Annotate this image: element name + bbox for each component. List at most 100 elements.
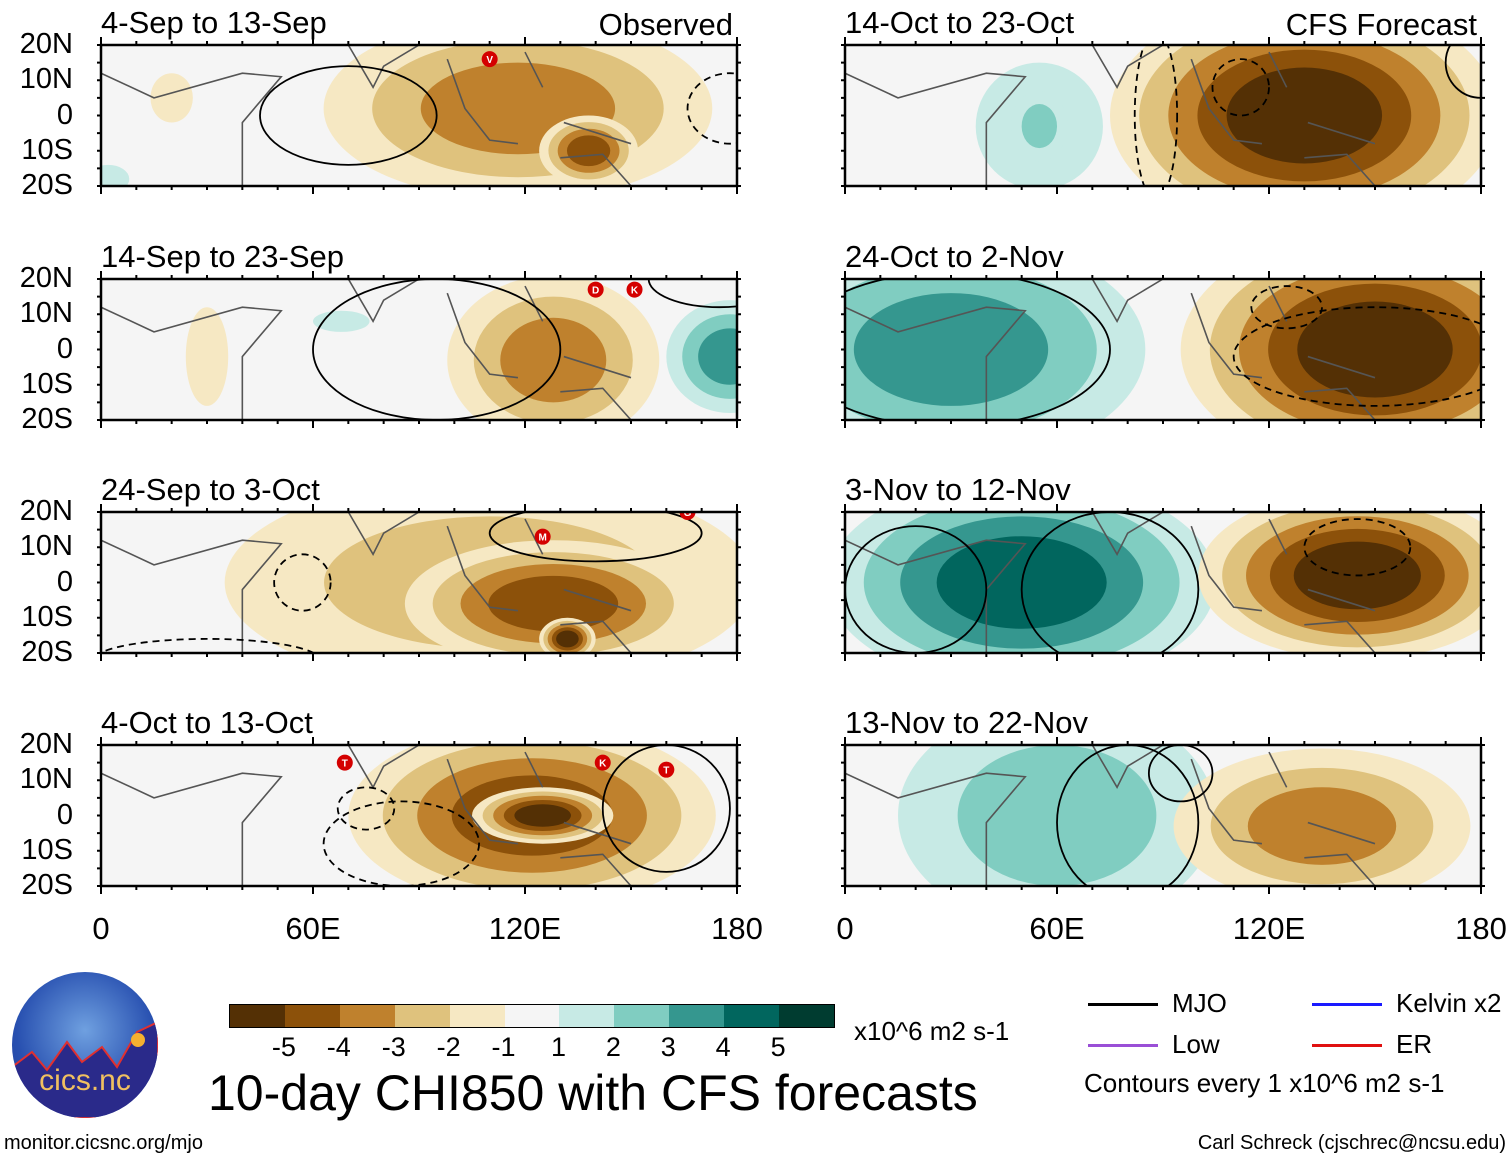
lat-label: 0 [56, 798, 73, 831]
mjo-contour-positive [601, 745, 731, 873]
legend-line-swatch [1088, 1003, 1158, 1006]
anomaly-contour-fill [698, 328, 737, 385]
svg-text:T: T [342, 759, 348, 770]
lat-label: 20N [19, 495, 73, 527]
lat-label: 20S [21, 403, 73, 435]
colorbar-tick-label: -1 [491, 1032, 516, 1062]
lat-label: 10S [21, 133, 73, 166]
mjo-contour-positive [259, 65, 438, 166]
svg-text:M: M [538, 533, 546, 544]
coastline [101, 45, 632, 186]
legend-label: MJO [1172, 988, 1227, 1018]
lat-label: 0 [56, 332, 73, 365]
lat-label: 10N [19, 297, 73, 330]
tropical-cyclone-marker: K [594, 754, 611, 771]
svg-text:D: D [592, 286, 599, 297]
colorbar-swatch [559, 1005, 616, 1027]
panel-title: 13-Nov to 22-Nov [845, 705, 1088, 740]
cics-logo: cics.nc [12, 972, 158, 1118]
anomaly-contour-fill [566, 135, 611, 167]
anomaly-contour-fill [1226, 67, 1383, 164]
colorbar-swatch [669, 1005, 726, 1027]
lat-label: 20N [19, 728, 73, 760]
legend-line-swatch [1088, 1044, 1158, 1047]
tropical-cyclone-marker: T [336, 754, 353, 771]
lat-label: 0 [56, 98, 73, 131]
colorbar-swatch [394, 1005, 451, 1027]
anomaly-contour-fill [488, 575, 619, 632]
lat-label: 10N [19, 63, 73, 96]
lon-label: 120E [488, 911, 562, 946]
legend-line-swatch [1312, 1003, 1382, 1006]
lon-label: 0 [836, 911, 854, 946]
lat-label: 20N [19, 262, 73, 294]
panel-title: 4-Oct to 13-Oct [101, 705, 313, 740]
mjo-contour-positive [488, 512, 703, 563]
colorbar-tick-label: -4 [326, 1032, 351, 1062]
lon-label: 180 [1455, 911, 1507, 946]
mjo-contour-positive [647, 279, 737, 309]
colorbar-tick-label: -2 [436, 1032, 461, 1062]
mjo-contour-positive [845, 279, 1111, 420]
colorbar-swatch [284, 1005, 341, 1027]
colorbar-tick-label: -3 [381, 1032, 406, 1062]
mjo-contour-negative [101, 638, 316, 653]
panel-title: 4-Sep to 13-Sep [101, 5, 327, 40]
map-panel [841, 271, 1485, 428]
svg-text:G: G [684, 508, 692, 519]
anomaly-contour-fill [101, 164, 130, 186]
tropical-cyclone-marker: T [658, 761, 675, 778]
mjo-contour-positive [845, 525, 988, 653]
anomaly-contour-fill [150, 73, 193, 123]
anomaly-contour-fill [514, 804, 571, 827]
mjo-contour-positive [1056, 745, 1200, 886]
colorbar-tick-label: 1 [550, 1032, 566, 1062]
anomaly-contour-fill [500, 317, 607, 403]
map-panel [841, 737, 1485, 894]
mjo-contour-positive [1444, 45, 1481, 99]
panel-label: Observed [598, 7, 733, 42]
tropical-cyclone-marker: D [587, 281, 604, 298]
coastline [845, 45, 1376, 186]
tropical-cyclone-marker: G [679, 508, 696, 520]
map-panel: MG [97, 504, 741, 661]
tropical-cyclone-marker: V [481, 51, 498, 68]
mjo-contour-negative [1250, 285, 1323, 330]
anomaly-contour-fill [556, 630, 579, 648]
panel-title: 3-Nov to 12-Nov [845, 472, 1071, 507]
lon-label: 60E [1029, 911, 1085, 946]
anomaly-contour-fill [1247, 787, 1397, 865]
coastline [101, 512, 632, 653]
coastline [845, 512, 1376, 653]
coastline [845, 279, 1376, 420]
svg-text:K: K [599, 759, 607, 770]
map-panel [841, 504, 1485, 661]
lon-label: 180 [711, 911, 763, 946]
mjo-contour-negative [1232, 306, 1481, 407]
tropical-cyclone-marker: K [626, 281, 643, 298]
svg-text:T: T [663, 766, 669, 777]
lon-label: 60E [285, 911, 341, 946]
lat-label: 20S [21, 869, 73, 901]
mjo-contour-positive [1147, 745, 1214, 803]
lat-label: 20S [21, 636, 73, 668]
colorbar-swatch [504, 1005, 561, 1027]
footer-credit: Carl Schreck (cjschrec@ncsu.edu) [1197, 1132, 1506, 1154]
colorbar [229, 1004, 835, 1028]
map-panel: T KT [97, 737, 741, 894]
anomaly-contour-fill [313, 310, 370, 332]
colorbar-tick-label: -5 [271, 1032, 296, 1062]
lat-label: 10S [21, 833, 73, 866]
panel-title: 14-Sep to 23-Sep [101, 239, 345, 274]
mjo-contour-negative [1211, 58, 1270, 117]
lat-label: 10S [21, 600, 73, 633]
map-panel [841, 37, 1485, 194]
coastline [845, 745, 1376, 886]
mjo-contour-positive [312, 279, 562, 420]
lat-label: 10N [19, 763, 73, 796]
lat-label: 10N [19, 530, 73, 563]
logo-text: cics.nc [39, 1064, 131, 1097]
legend-label: Kelvin x2 [1396, 988, 1502, 1018]
colorbar-swatch [230, 1005, 286, 1027]
